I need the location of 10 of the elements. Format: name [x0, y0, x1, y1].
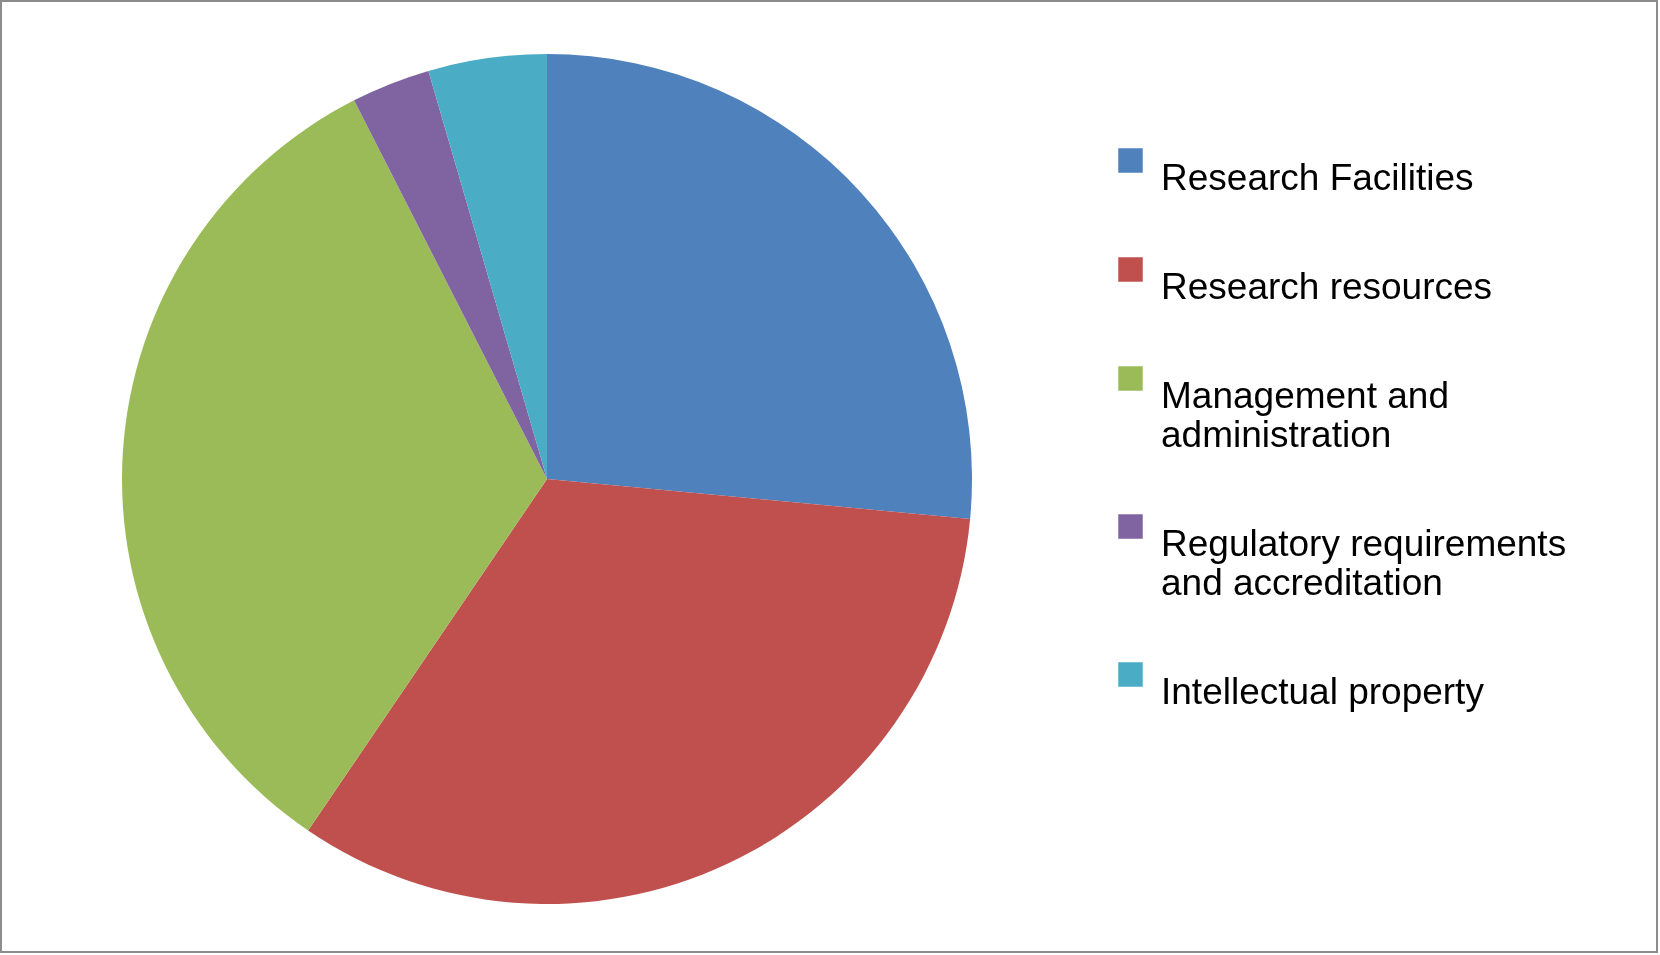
legend-label: Research resources — [1161, 265, 1493, 307]
pie-slice — [122, 100, 547, 831]
pie-slice — [547, 54, 972, 519]
legend-label: Management and administration — [1161, 374, 1449, 455]
legend-label: Research Facilities — [1161, 156, 1474, 198]
legend-label: Regulatory requirements and accreditation — [1161, 522, 1567, 603]
legend-label: Intellectual property — [1161, 670, 1485, 712]
pie-slice — [354, 70, 547, 479]
pie-slice — [308, 479, 971, 904]
pie-slice — [428, 54, 547, 479]
